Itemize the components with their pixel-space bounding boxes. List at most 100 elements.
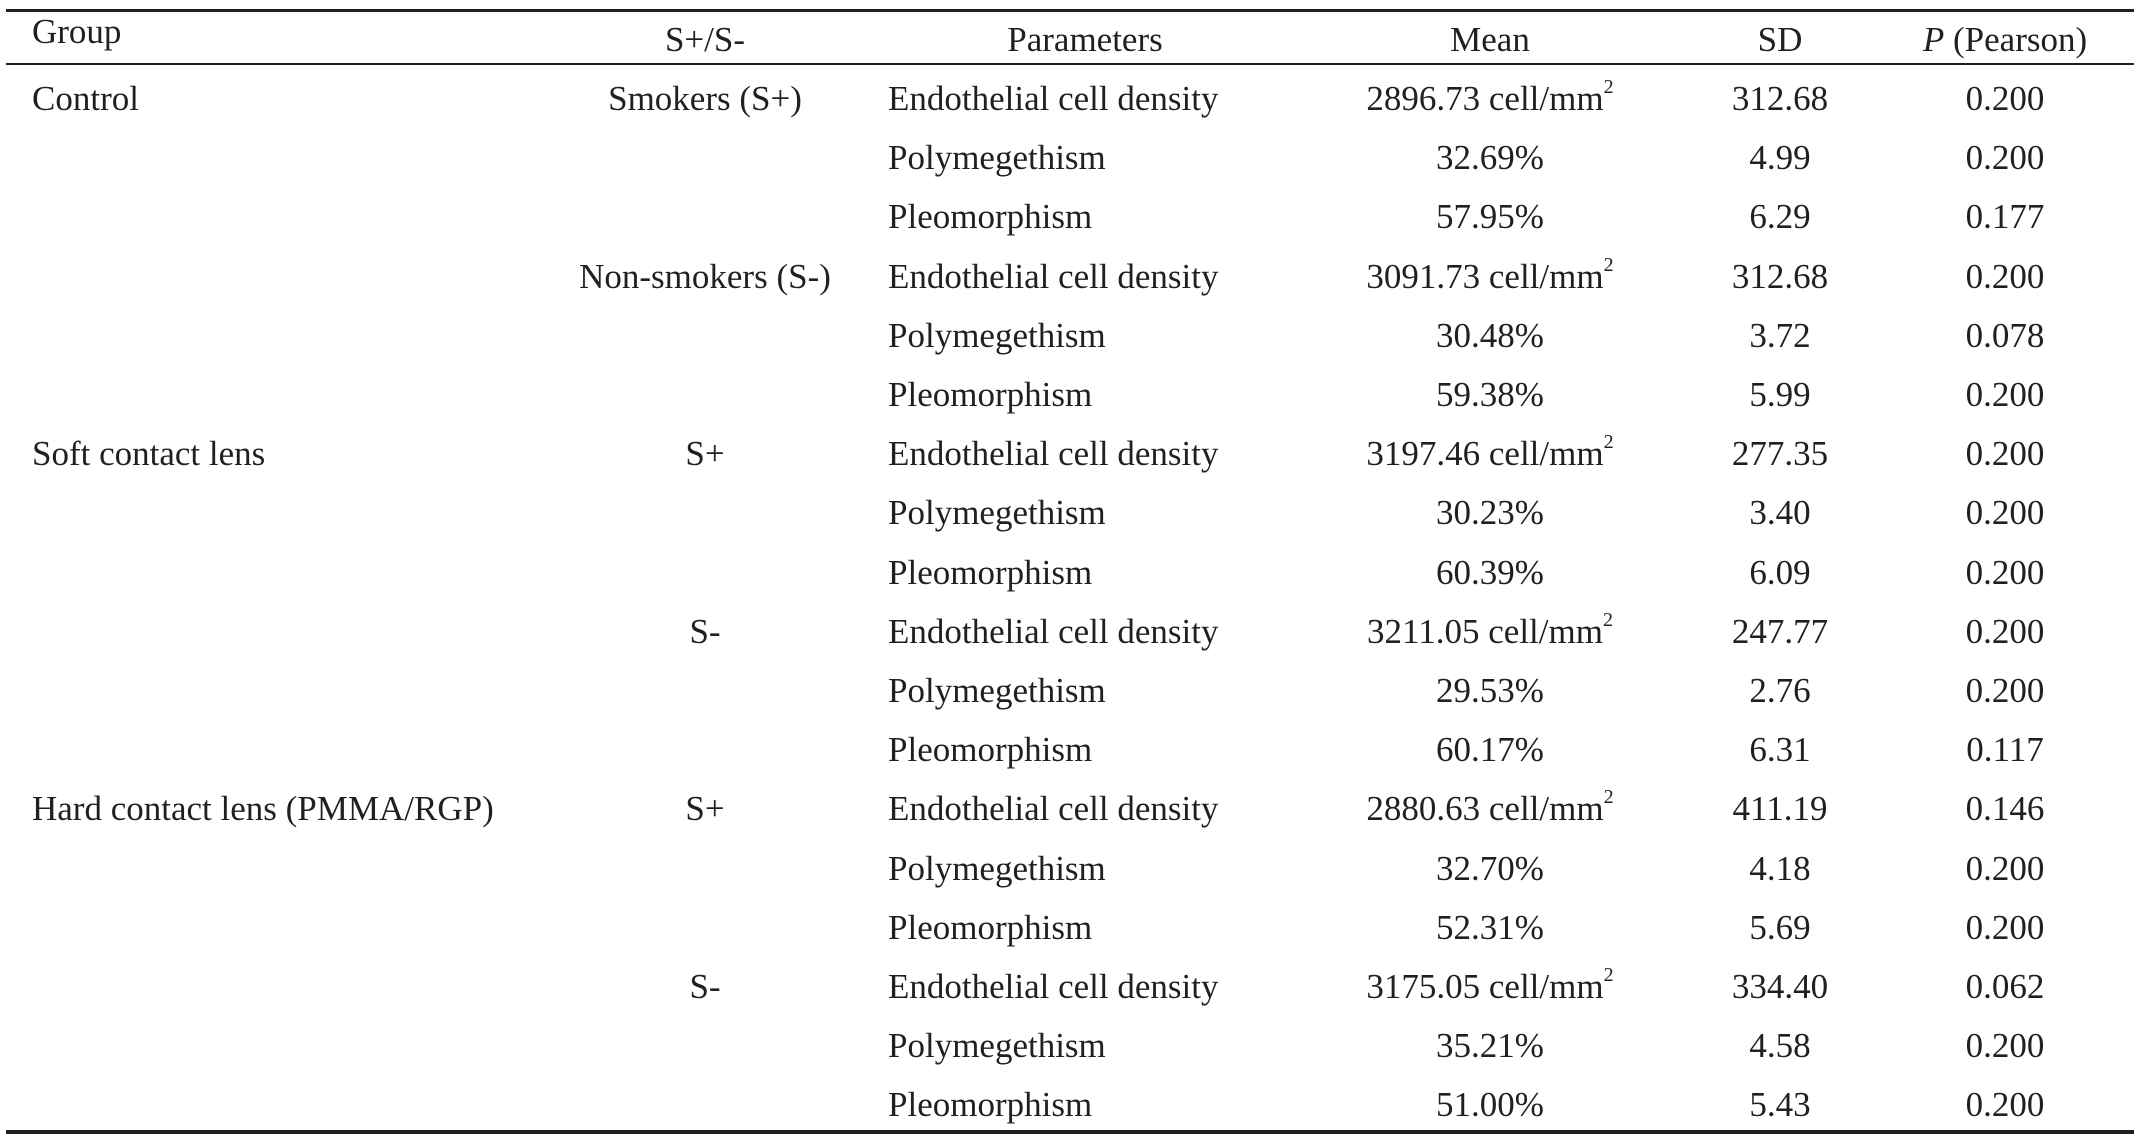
cell-parameter-text: Polymegethism — [888, 138, 1106, 177]
cell-p-value: 0.117 — [1880, 730, 2130, 770]
cell-parameter: Endothelial cell density — [888, 257, 1218, 297]
cell-p-value: 0.078 — [1880, 316, 2130, 356]
table-bottom-rule — [6, 1130, 2134, 1134]
cell-parameter: Polymegethism — [888, 316, 1106, 356]
cell-smoking-status-text: Smokers (S+) — [608, 79, 802, 118]
header-parameters: Parameters — [1007, 20, 1163, 59]
cell-sd: 3.40 — [1680, 493, 1880, 533]
cell-sd: 5.69 — [1680, 908, 1880, 948]
cell-parameter: Endothelial cell density — [888, 789, 1218, 829]
cell-mean: 2896.73 cell/mm2 — [1320, 76, 1660, 119]
cell-parameter-text: Pleomorphism — [888, 908, 1093, 947]
cell-parameter: Pleomorphism — [888, 1085, 1092, 1125]
cell-mean-text: 57.95% — [1436, 197, 1544, 236]
cell-p-value: 0.200 — [1880, 849, 2130, 889]
cell-mean: 2880.63 cell/mm2 — [1320, 787, 1660, 829]
cell-mean: 3091.73 cell/mm2 — [1320, 254, 1660, 297]
cell-mean-text: 60.17% — [1436, 730, 1544, 769]
cell-p-value-text: 0.200 — [1965, 434, 2045, 473]
cell-sd-text: 247.77 — [1731, 612, 1829, 651]
header-mean: Mean — [1450, 20, 1530, 59]
cell-p-value: 0.200 — [1880, 908, 2130, 948]
cell-mean-text: 3197.46 cell/mm — [1366, 434, 1604, 473]
cell-p-value-text: 0.200 — [1965, 849, 2045, 888]
cell-parameter: Pleomorphism — [888, 197, 1092, 237]
cell-mean: 3211.05 cell/mm2 — [1320, 609, 1660, 652]
cell-p-value-text: 0.200 — [1965, 1026, 2045, 1065]
cell-group-text: Hard contact lens (PMMA/RGP) — [32, 789, 494, 828]
cell-parameter: Endothelial cell density — [888, 967, 1218, 1007]
cell-parameter-text: Endothelial cell density — [888, 257, 1219, 296]
cell-p-value-text: 0.200 — [1965, 493, 2045, 532]
cell-parameter-text: Polymegethism — [888, 671, 1106, 710]
cell-sd-text: 3.72 — [1749, 316, 1811, 355]
unit-exponent: 2 — [1603, 431, 1614, 454]
cell-p-value: 0.200 — [1880, 671, 2130, 711]
cell-sd: 312.68 — [1680, 79, 1880, 119]
cell-parameter: Pleomorphism — [888, 375, 1092, 415]
cell-group: Control — [32, 79, 139, 119]
header-p-pearson: P (Pearson) — [1880, 20, 2130, 60]
cell-p-value: 0.200 — [1880, 553, 2130, 593]
unit-exponent: 2 — [1603, 254, 1614, 277]
cell-mean-text: 51.00% — [1436, 1085, 1544, 1124]
cell-p-value-text: 0.200 — [1965, 671, 2045, 710]
cell-smoking-status-text: Non-smokers (S-) — [579, 257, 831, 296]
cell-p-value: 0.200 — [1880, 1085, 2130, 1125]
cell-parameter: Polymegethism — [888, 849, 1106, 889]
cell-p-value: 0.200 — [1880, 138, 2130, 178]
cell-mean-text: 29.53% — [1436, 671, 1544, 710]
cell-p-value: 0.200 — [1880, 1026, 2130, 1066]
cell-sd-text: 5.69 — [1749, 908, 1811, 947]
cell-group: Soft contact lens — [32, 434, 265, 474]
cell-parameter-text: Pleomorphism — [888, 1085, 1093, 1124]
cell-mean: 51.00% — [1320, 1085, 1660, 1125]
cell-sd-text: 6.29 — [1749, 197, 1811, 236]
cell-sd-text: 277.35 — [1731, 434, 1829, 473]
cell-sd: 247.77 — [1680, 612, 1880, 652]
cell-sd: 6.31 — [1680, 730, 1880, 770]
cell-p-value-text: 0.177 — [1965, 197, 2045, 236]
unit-exponent: 2 — [1603, 76, 1614, 99]
cell-parameter-text: Polymegethism — [888, 1026, 1106, 1065]
cell-mean-text: 3175.05 cell/mm — [1366, 967, 1604, 1006]
cell-p-value-text: 0.146 — [1965, 789, 2045, 828]
cell-p-value: 0.146 — [1880, 789, 2130, 829]
cell-mean: 57.95% — [1320, 197, 1660, 237]
unit-exponent: 2 — [1603, 964, 1614, 987]
cell-sd-text: 6.09 — [1749, 553, 1811, 592]
cell-p-value-text: 0.200 — [1965, 257, 2045, 296]
cell-mean: 32.69% — [1320, 138, 1660, 178]
cell-p-value-text: 0.200 — [1965, 908, 2045, 947]
header-p-symbol: P — [1922, 20, 1945, 59]
cell-parameter: Polymegethism — [888, 1026, 1106, 1066]
cell-mean: 60.17% — [1320, 730, 1660, 770]
cell-sd-text: 4.18 — [1749, 849, 1811, 888]
cell-sd: 2.76 — [1680, 671, 1880, 711]
cell-mean: 30.23% — [1320, 493, 1660, 533]
cell-parameter-text: Endothelial cell density — [888, 434, 1219, 473]
cell-parameter: Endothelial cell density — [888, 79, 1218, 119]
unit-exponent: 2 — [1602, 609, 1613, 632]
cell-sd-text: 4.99 — [1749, 138, 1811, 177]
cell-parameter-text: Endothelial cell density — [888, 79, 1219, 118]
cell-parameter-text: Endothelial cell density — [888, 612, 1219, 651]
cell-sd-text: 334.40 — [1731, 967, 1829, 1006]
cell-sd: 3.72 — [1680, 316, 1880, 356]
cell-sd: 411.19 — [1680, 789, 1880, 829]
cell-sd: 6.09 — [1680, 553, 1880, 593]
cell-mean: 32.70% — [1320, 849, 1660, 889]
cell-mean: 35.21% — [1320, 1026, 1660, 1066]
cell-mean: 3175.05 cell/mm2 — [1320, 964, 1660, 1007]
cell-p-value: 0.200 — [1880, 493, 2130, 533]
cell-mean-text: 32.69% — [1436, 138, 1544, 177]
cell-p-value-text: 0.200 — [1965, 612, 2045, 651]
cell-parameter-text: Pleomorphism — [888, 375, 1093, 414]
cell-p-value-text: 0.200 — [1965, 79, 2045, 118]
cell-mean-text: 59.38% — [1436, 375, 1544, 414]
cell-smoking-status: S+ — [560, 434, 850, 474]
cell-sd: 5.99 — [1680, 375, 1880, 415]
cell-smoking-status-text: S+ — [685, 434, 725, 473]
cell-sd: 5.43 — [1680, 1085, 1880, 1125]
cell-p-value-text: 0.062 — [1965, 967, 2045, 1006]
